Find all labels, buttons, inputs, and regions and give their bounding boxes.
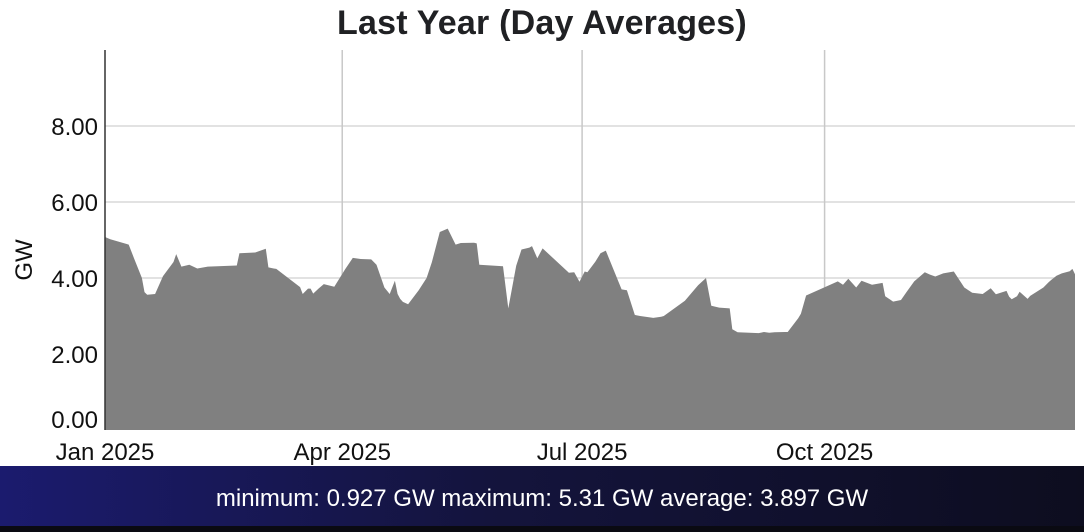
- average-label: average:: [660, 485, 754, 512]
- tick-labels: 0.00 2.00 4.00 6.00 8.00 Jan 2025 Apr 2025 Jul …: [11, 114, 873, 466]
- data-area: [105, 228, 1075, 430]
- chart-title: Last Year (Day Averages): [337, 4, 747, 42]
- series-area: [105, 228, 1075, 430]
- stats-bar: minimum: 0.927 GW maximum: 5.31 GW avera…: [0, 466, 1084, 532]
- average-value: 3.897 GW: [760, 485, 869, 512]
- chart-panel: 0.00 2.00 4.00 6.00 8.00 Jan 2025 Apr 2025 Jul …: [11, 4, 1075, 466]
- x-tick-label: Jul 2025: [537, 439, 628, 466]
- y-axis-title: GW: [11, 239, 38, 281]
- y-tick-label: 0.00: [51, 407, 98, 434]
- y-tick-label: 4.00: [51, 266, 98, 293]
- x-tick-label: Jan 2025: [56, 439, 155, 466]
- x-tick-label: Oct 2025: [776, 439, 873, 466]
- minimum-value: 0.927 GW: [326, 485, 435, 512]
- maximum-label: maximum:: [441, 485, 552, 512]
- y-tick-label: 2.00: [51, 342, 98, 369]
- maximum-value: 5.31 GW: [558, 485, 654, 512]
- area-chart: 0.00 2.00 4.00 6.00 8.00 Jan 2025 Apr 2025 Jul …: [11, 50, 1075, 466]
- y-tick-label: 6.00: [51, 190, 98, 217]
- bottom-strip: [0, 526, 1084, 532]
- x-tick-label: Apr 2025: [294, 439, 391, 466]
- y-tick-label: 8.00: [51, 114, 98, 141]
- minimum-label: minimum:: [215, 485, 320, 512]
